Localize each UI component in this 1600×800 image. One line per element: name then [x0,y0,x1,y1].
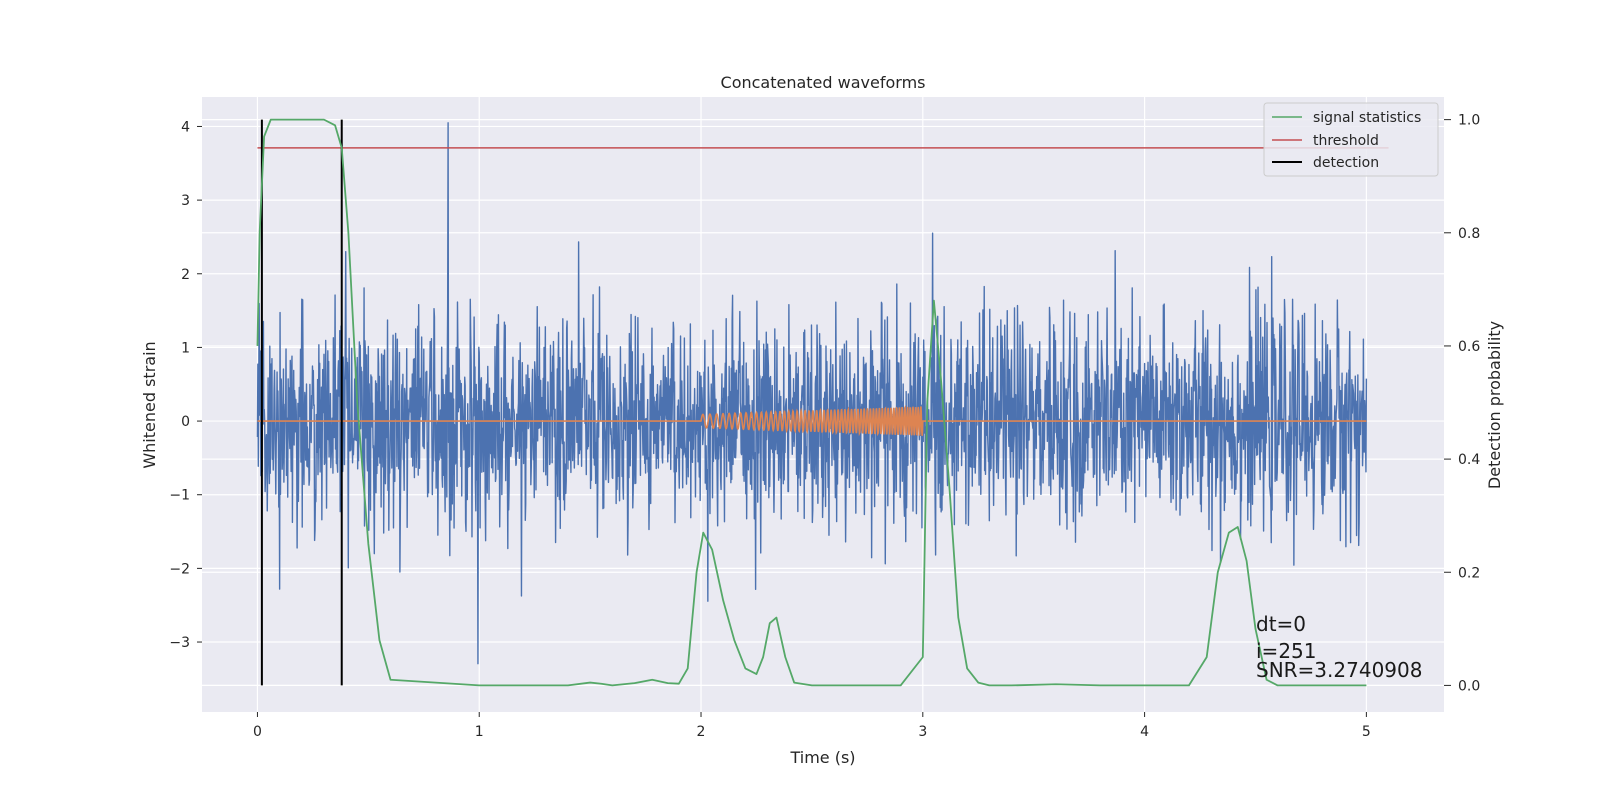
legend-frame [1263,102,1439,177]
legend-label-signal-statistics: signal statistics [1313,110,1421,126]
y-tick-label: 3 [181,193,190,209]
y-tick-label: 2 [181,267,190,283]
x-tick-label: 4 [1140,724,1149,740]
x-tick-label: 3 [918,724,927,740]
legend-label-threshold: threshold [1313,133,1379,149]
y2-axis-label: Detection probability [1485,321,1504,489]
chart-title: Concatenated waveforms [721,73,926,92]
x-tick-label: 5 [1362,724,1371,740]
tick-labels: 0 1 2 3 4 5 −3 −2 −1 0 1 2 3 4 0.0 0.2 0.4 0.6 0.8 1.0 [169,113,1480,740]
y2-tick-label: 1.0 [1458,113,1480,129]
series-signal-statistics-line [256,118,1367,687]
y-tick-label: −3 [169,635,190,651]
y2-tick-label: 0.0 [1458,678,1480,694]
y2-tick-label: 0.6 [1458,339,1480,355]
y2-tick-label: 0.2 [1458,565,1480,581]
annotation-index: i=251 [1256,639,1317,663]
y2-tick-label: 0.4 [1458,452,1480,468]
x-tick-label: 0 [253,724,262,740]
series-injection-line [257,404,1367,437]
legend: signal statistics threshold detection [1263,102,1439,177]
x-tick-label: 2 [697,724,706,740]
y-tick-label: 0 [181,414,190,430]
y-tick-label: 1 [181,340,190,356]
annotation-dt: dt=0 [1256,612,1306,636]
y2-tick-label: 0.8 [1458,226,1480,242]
x-tick-label: 1 [475,724,484,740]
y-tick-label: −1 [169,488,190,504]
series-layer [256,118,1389,687]
y-axis-label: Whitened strain [140,341,159,468]
x-axis-label: Time (s) [789,748,855,767]
y-tick-label: 4 [181,119,190,135]
y-tick-label: −2 [169,561,190,577]
legend-label-detection: detection [1313,155,1379,171]
annotation-snr: SNR=3.2740908 [1256,658,1422,682]
